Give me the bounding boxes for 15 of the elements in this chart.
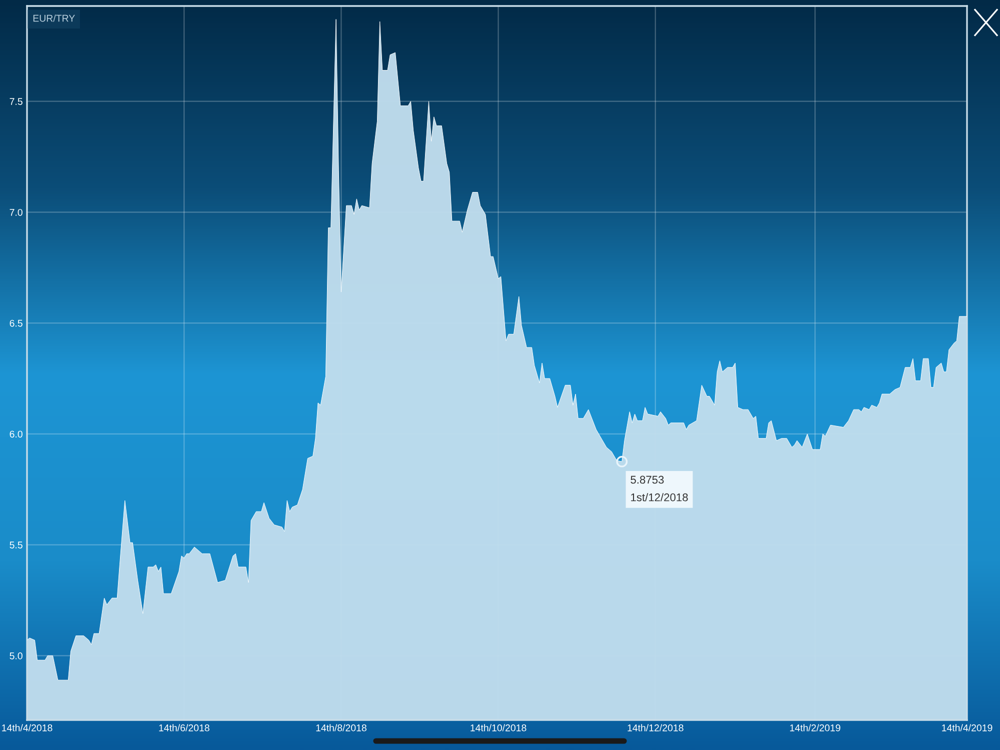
x-tick-label: 14th/8/2018 bbox=[316, 724, 366, 732]
x-tick-label: 14th/12/2018 bbox=[628, 724, 684, 732]
x-tick-label: 14th/4/2019 bbox=[942, 724, 992, 732]
y-tick-label: 5.5 bbox=[10, 542, 22, 548]
y-tick-label: 7.5 bbox=[10, 98, 22, 105]
y-tick-label: 7.0 bbox=[10, 208, 22, 216]
text: EUR/TRY bbox=[33, 14, 75, 22]
y-tick-label: 5.0 bbox=[10, 652, 22, 660]
x-tick-label: 14th/4/2018 bbox=[2, 724, 52, 732]
x-tick-label: 14th/2/2019 bbox=[790, 724, 840, 732]
x-tick-label: 14th/10/2018 bbox=[470, 724, 526, 732]
y-tick-label: 6.5 bbox=[10, 320, 22, 327]
y-tick-label: 6.0 bbox=[10, 430, 22, 438]
x-tick-label: 14th/6/2018 bbox=[159, 724, 210, 732]
annotation: 5.8753 1st/12/2018 bbox=[630, 476, 688, 502]
